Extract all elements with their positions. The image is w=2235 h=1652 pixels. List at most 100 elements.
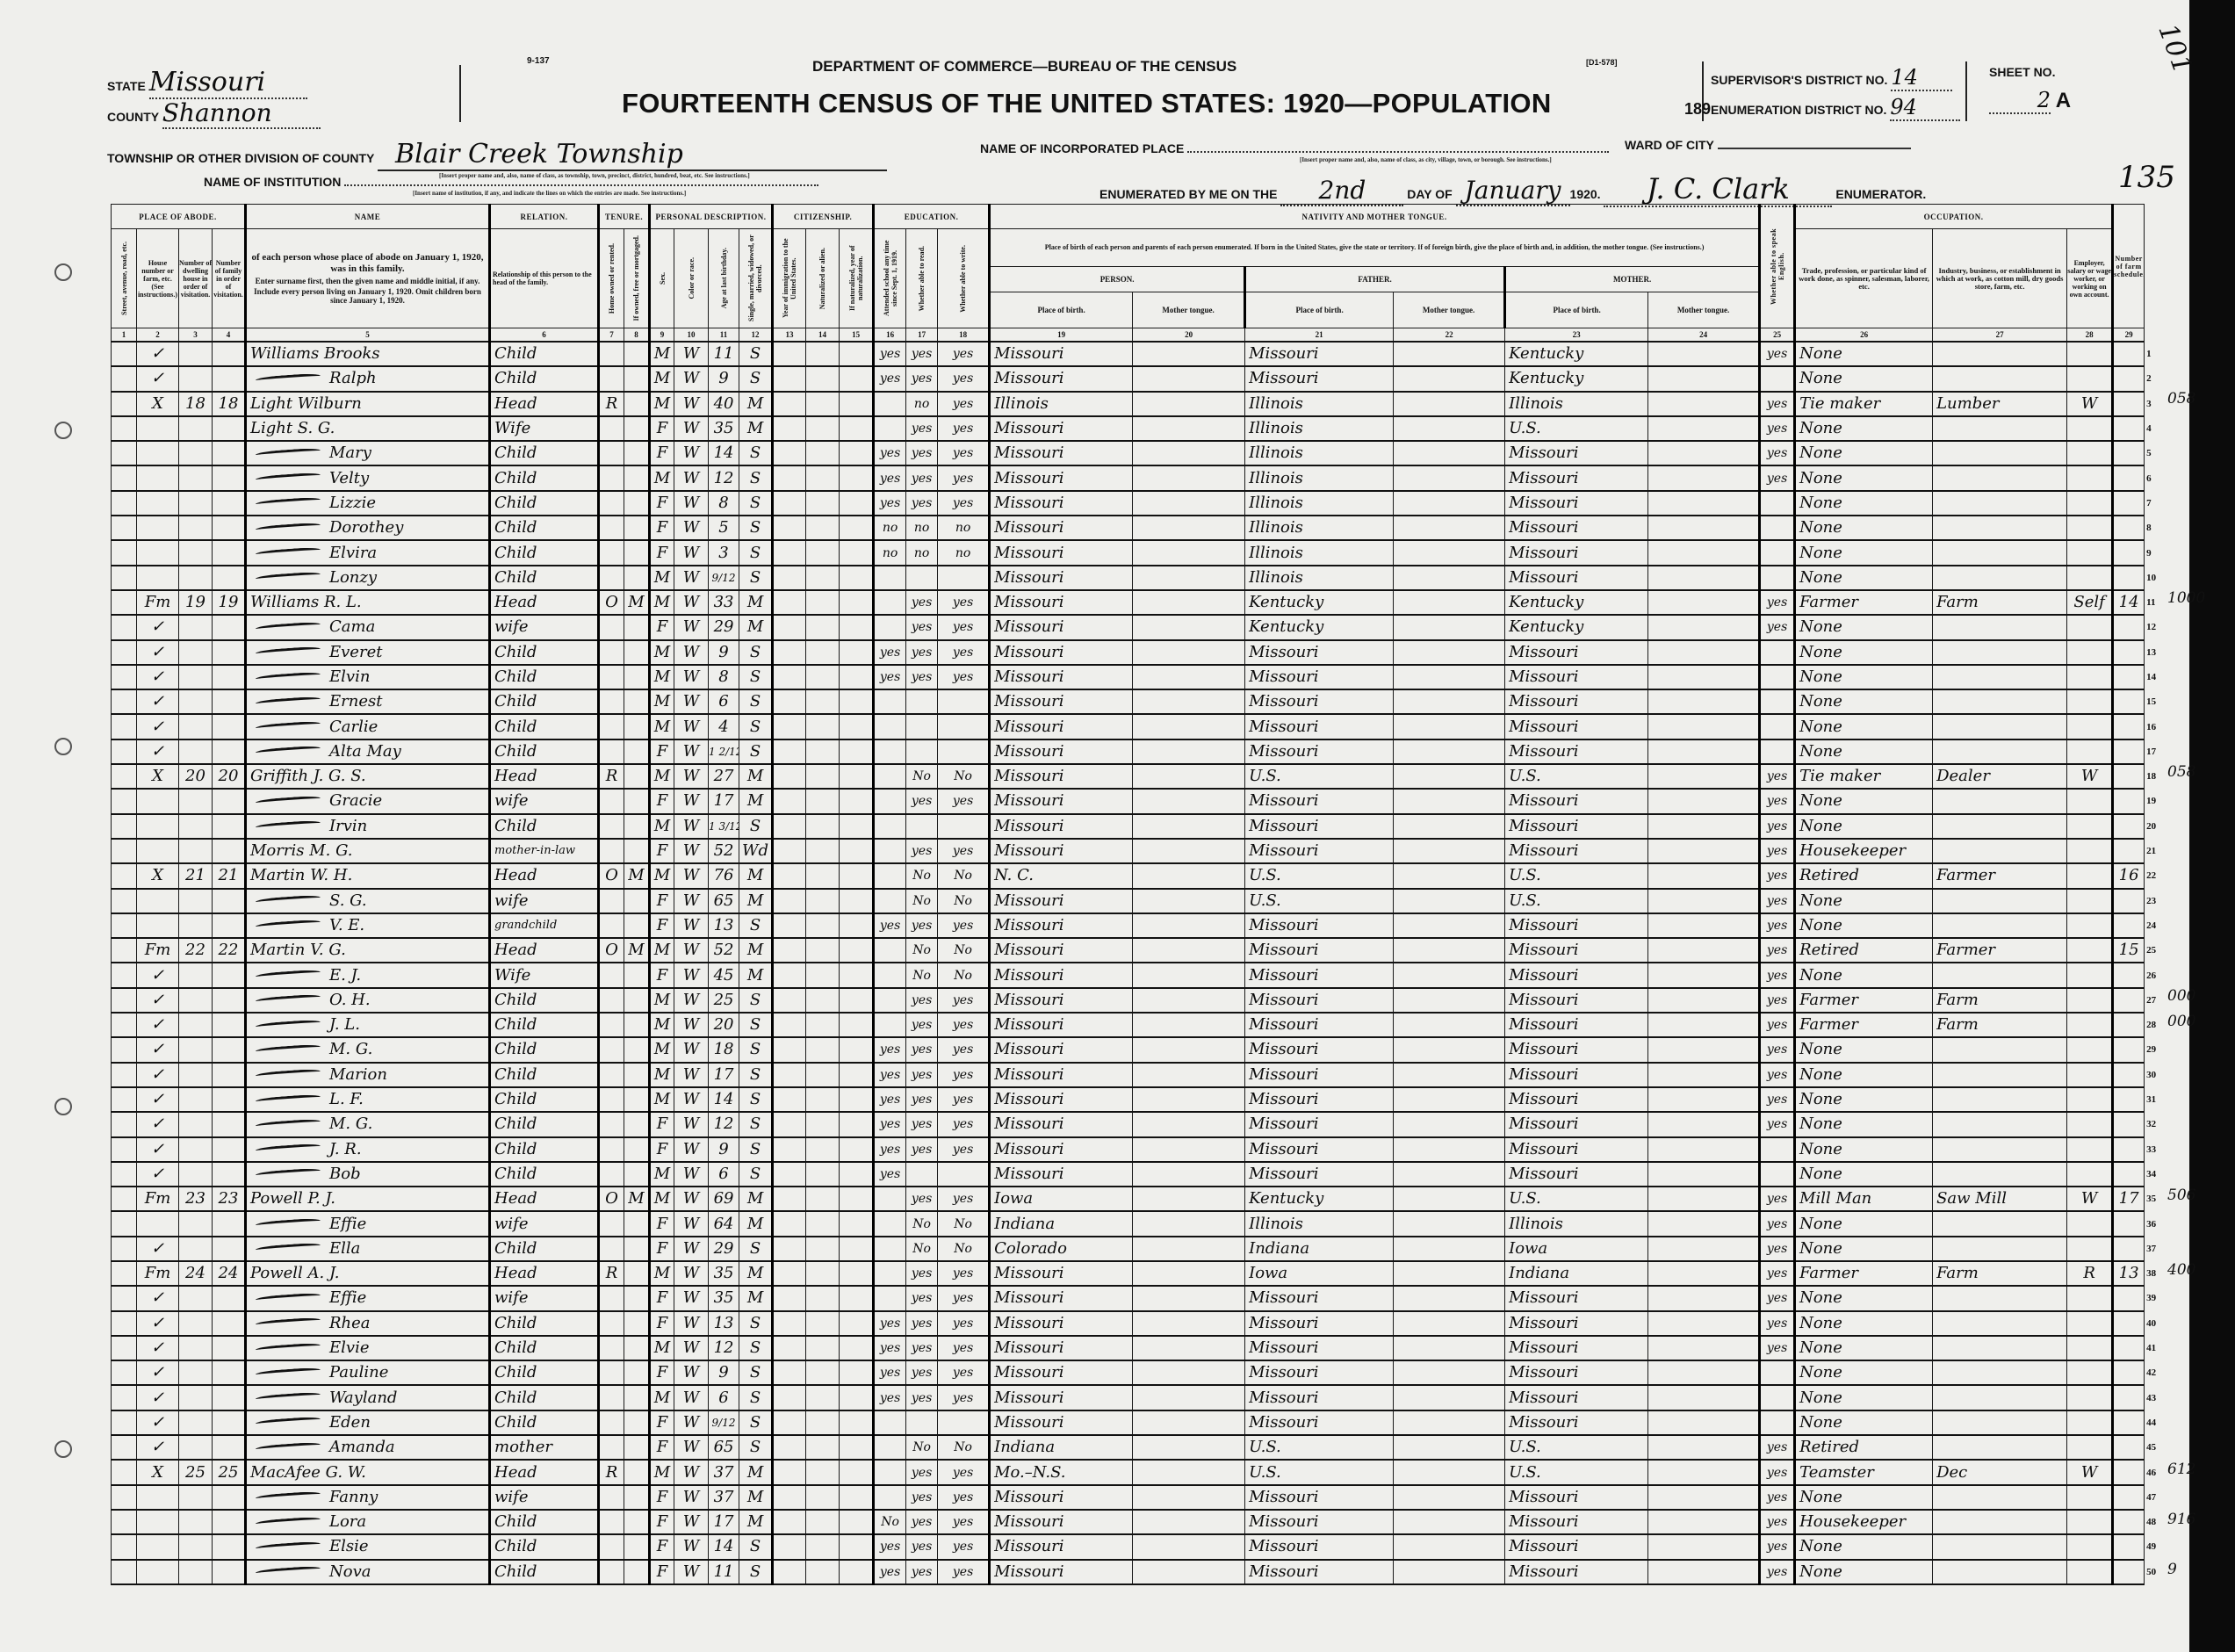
- cell-birthplace: Missouri: [988, 1558, 1134, 1585]
- cell-mother-mother-tongue: [1647, 763, 1761, 790]
- cell-free-or-mortgaged: [623, 962, 651, 989]
- cell-marital-status: M: [739, 1210, 774, 1237]
- cell-able-to-write: yes: [937, 986, 991, 1014]
- cell-naturalized: [805, 1086, 840, 1114]
- cell-farm-schedule: [2111, 365, 2145, 393]
- cell-speaks-english: yes: [1758, 1459, 1796, 1486]
- cell-mother-tongue: [1132, 1508, 1246, 1536]
- cell-relation: Child: [488, 539, 599, 566]
- cell-house-number: ✓: [136, 614, 179, 641]
- cell-attended-school: yes: [872, 663, 907, 691]
- cell-dwelling-number: 19: [178, 588, 213, 617]
- cell-birthplace: Missouri: [988, 1309, 1134, 1337]
- cell-race: W: [674, 689, 710, 716]
- cell-employer-class: [2066, 1558, 2114, 1585]
- margin-note: 058: [2167, 763, 2196, 782]
- cell-father-birthplace: Missouri: [1244, 1508, 1395, 1536]
- cell-farm-schedule: [2111, 515, 2145, 542]
- cell-sex: M: [648, 713, 675, 740]
- cell-naturalized: [805, 986, 840, 1014]
- state-label: STATE: [107, 79, 146, 93]
- cell-speaks-english: [1758, 489, 1796, 517]
- cell-free-or-mortgaged: [623, 465, 651, 492]
- cell-name: Williams R. L.: [244, 588, 490, 617]
- page-title: FOURTEENTH CENSUS OF THE UNITED STATES: …: [622, 88, 1552, 119]
- header-col-23: Place of birth.: [1503, 292, 1649, 328]
- line-number: 20: [2146, 820, 2157, 832]
- cell-trade: None: [1793, 564, 1934, 591]
- cell-immigration-year: [771, 862, 807, 890]
- cell-industry: [1932, 1508, 2068, 1536]
- cell-race: W: [674, 588, 710, 617]
- cell-home-owned: [597, 1384, 624, 1411]
- cell-dwelling-number: [178, 1334, 213, 1362]
- cell-house-number: Fm: [136, 1259, 179, 1288]
- cell-name: Rhea: [244, 1309, 490, 1337]
- cell-farm-schedule: [2111, 440, 2145, 467]
- cell-immigration-year: [771, 1409, 807, 1437]
- cell-house-number: ✓: [136, 340, 179, 368]
- group-relation: RELATION.: [488, 204, 599, 229]
- cell-trade: Farmer: [1793, 986, 1934, 1014]
- cell-trade: None: [1793, 440, 1934, 467]
- cell-mother-mother-tongue: [1647, 1235, 1761, 1262]
- header-col-4: Number of family in order of visitation.: [212, 228, 246, 328]
- given-name: J. R.: [329, 1139, 362, 1158]
- form-code: [D1-578]: [1586, 58, 1618, 67]
- cell-marital-status: M: [739, 1186, 774, 1213]
- cell-speaks-english: yes: [1758, 887, 1796, 914]
- cell-able-to-write: No: [937, 862, 991, 890]
- cell-industry: [1932, 812, 2068, 840]
- cell-free-or-mortgaged: [623, 1285, 651, 1312]
- cell-trade: None: [1793, 812, 1934, 840]
- cell-race: W: [674, 1061, 710, 1088]
- cell-house-number: [136, 564, 179, 591]
- cell-father-birthplace: Missouri: [1244, 365, 1395, 393]
- cell-family-number: [212, 738, 246, 766]
- given-name: Rhea: [329, 1313, 371, 1332]
- cell-employer-class: W: [2066, 1459, 2114, 1486]
- group-name: NAME: [244, 204, 490, 229]
- cell-speaks-english: yes: [1758, 937, 1796, 964]
- cell-naturalization-year: [839, 763, 875, 790]
- column-number: 11: [708, 328, 740, 343]
- cell-father-mother-tongue: [1393, 1235, 1506, 1262]
- header-col-26: Trade, profession, or particular kind of…: [1793, 228, 1934, 328]
- cell-birthplace: Indiana: [988, 1210, 1134, 1237]
- cell-trade: None: [1793, 1360, 1934, 1387]
- cell-family-number: [212, 564, 246, 591]
- cell-employer-class: [2066, 415, 2114, 443]
- cell-immigration-year: [771, 962, 807, 989]
- cell-mother-tongue: [1132, 1434, 1246, 1461]
- cell-naturalized: [805, 588, 840, 617]
- line-number: 50: [2146, 1566, 2157, 1577]
- incorporated-note: [Insert proper name and, also, name of c…: [1300, 156, 1552, 163]
- cell-name: Martin W. H.: [244, 862, 490, 890]
- cell-father-birthplace: Missouri: [1244, 1061, 1395, 1088]
- cell-race: W: [674, 1508, 710, 1536]
- cell-relation: Child: [488, 1360, 599, 1387]
- cell-able-to-write: No: [937, 937, 991, 964]
- column-number: 21: [1244, 328, 1395, 343]
- cell-marital-status: M: [739, 1285, 774, 1312]
- given-name: Elsie: [329, 1537, 369, 1556]
- cell-speaks-english: yes: [1758, 1111, 1796, 1138]
- header-mother: MOTHER.: [1503, 266, 1761, 292]
- cell-attended-school: [872, 812, 907, 840]
- cell-naturalization-year: [839, 1360, 875, 1387]
- cell-dwelling-number: [178, 1210, 213, 1237]
- line-number: 34: [2146, 1168, 2157, 1179]
- cell-attended-school: no: [872, 515, 907, 542]
- cell-house-number: ✓: [136, 962, 179, 989]
- enumeration-line: ENUMERATED BY ME ON THE 2nd DAY OF Janua…: [1099, 172, 1926, 207]
- institution-field: NAME OF INSTITUTION: [204, 174, 819, 189]
- header-col-1: Street, avenue, road, etc.: [111, 228, 137, 328]
- cell-naturalization-year: [839, 738, 875, 766]
- cell-industry: Saw Mill: [1932, 1186, 2068, 1213]
- cell-father-mother-tongue: [1393, 1334, 1506, 1362]
- cell-name: Ella: [244, 1235, 490, 1262]
- cell-immigration-year: [771, 1334, 807, 1362]
- cell-able-to-read: yes: [905, 1309, 939, 1337]
- cell-name: Carlie: [244, 713, 490, 740]
